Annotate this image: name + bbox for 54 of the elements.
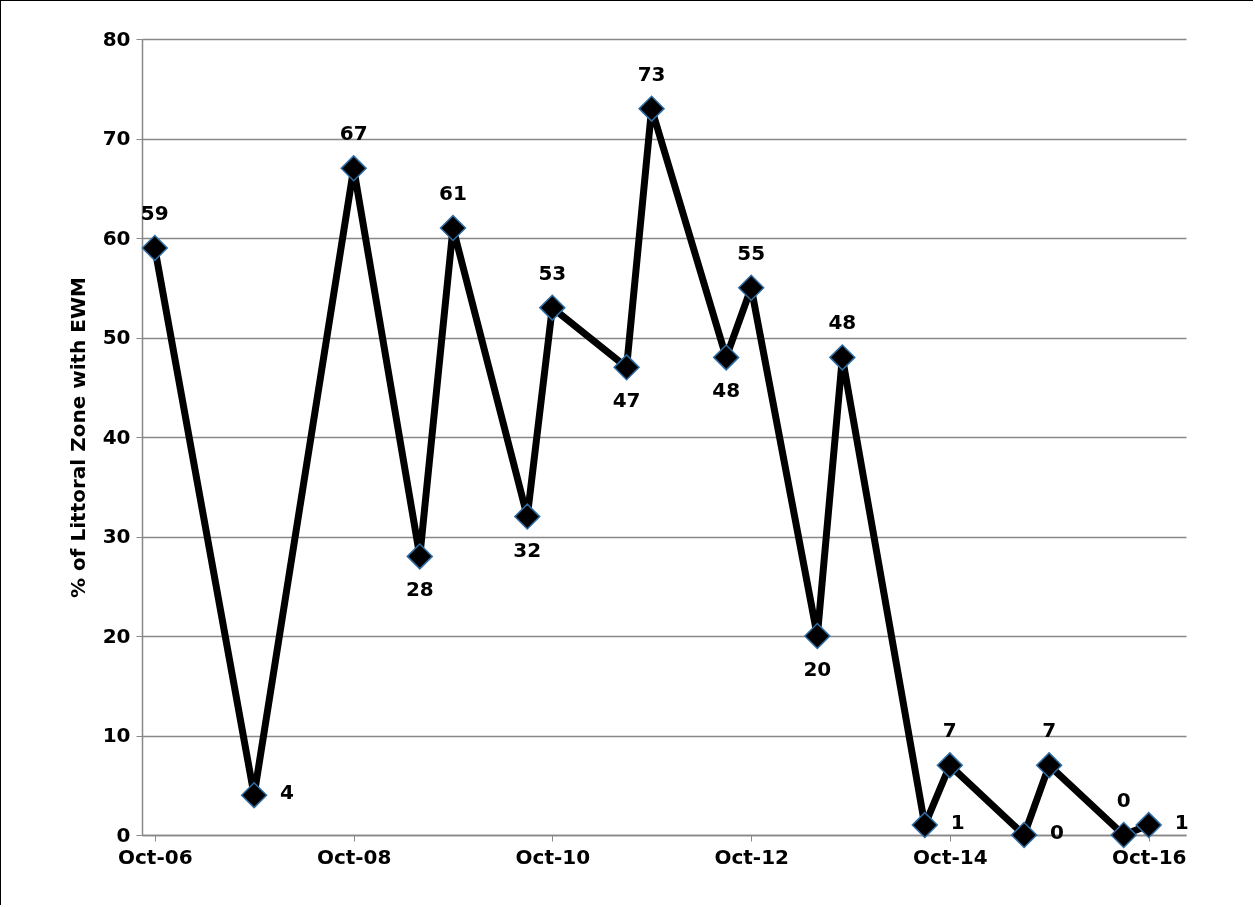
point [141, 234, 168, 262]
y-tick-label: 20 [102, 623, 131, 648]
y-tick-label: 50 [102, 325, 131, 349]
x-tick-label: Oct-14 [913, 844, 988, 869]
data-label: 67 [339, 121, 368, 146]
data-label: 0 [1116, 788, 1131, 812]
point [613, 354, 640, 381]
x-tick-label: Oct-12 [714, 844, 789, 869]
data-label: 61 [439, 181, 467, 206]
data-label: 28 [405, 577, 434, 602]
data-label: 7 [1042, 718, 1057, 743]
point [1135, 811, 1162, 839]
data-label: 0 [1050, 820, 1065, 844]
point [911, 811, 938, 839]
point [738, 274, 765, 301]
y-tick-label: 40 [102, 424, 131, 449]
y-tick-label: 0 [116, 822, 131, 847]
data-label: 53 [538, 260, 567, 285]
y-tick-label: 10 [102, 723, 131, 747]
point [439, 214, 467, 242]
data-label: 1 [950, 810, 965, 835]
data-label: 4 [280, 780, 295, 805]
y-tick-label: 80 [102, 26, 131, 51]
point [1010, 821, 1038, 849]
point [514, 503, 541, 530]
data-label: 7 [942, 718, 957, 743]
y-tick-label: 60 [102, 225, 131, 250]
point [936, 752, 964, 779]
x-tick-label: Oct-16 [1111, 844, 1187, 869]
point [1035, 752, 1063, 779]
point [1110, 821, 1137, 849]
point [829, 344, 856, 371]
point [804, 622, 831, 650]
point [712, 344, 740, 371]
x-tick-label: Oct-10 [515, 844, 591, 869]
data-label: 48 [828, 310, 857, 335]
point [340, 155, 367, 182]
point [539, 294, 566, 321]
data-label: 48 [712, 378, 741, 403]
y-tick-label: 70 [102, 126, 131, 150]
point [240, 782, 268, 809]
data-label: 59 [140, 200, 169, 225]
x-tick-label: Oct-06 [118, 844, 193, 869]
data-label: 73 [637, 61, 666, 86]
data-label: 1 [1174, 810, 1189, 835]
data-label: 55 [737, 240, 766, 265]
point [638, 95, 665, 122]
point [406, 543, 433, 570]
data-label: 32 [513, 537, 542, 562]
y-axis-title: % of Littoral Zone with EWM [65, 277, 90, 598]
data-label: 47 [612, 388, 641, 413]
x-tick-label: Oct-08 [316, 844, 392, 869]
data-label: 20 [803, 657, 832, 681]
y-tick-label: 30 [102, 524, 131, 548]
